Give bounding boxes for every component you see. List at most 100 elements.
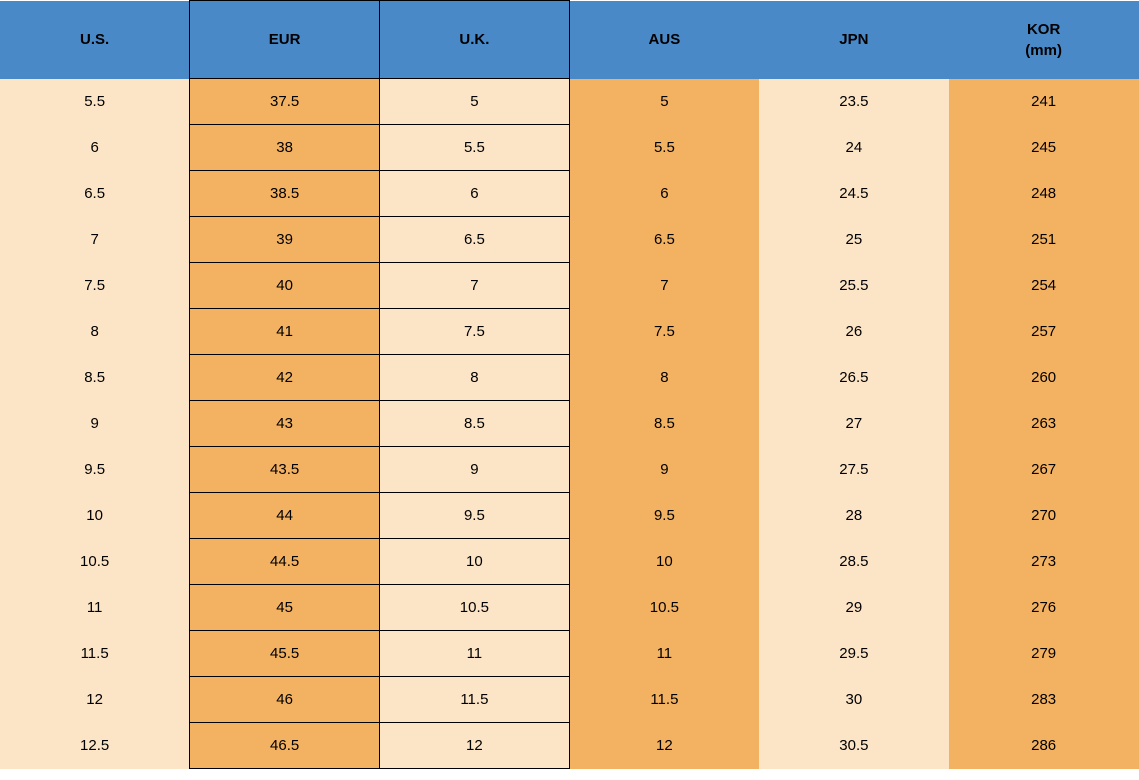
cell: 11 xyxy=(0,585,190,631)
table-row: 6.538.56624.5248 xyxy=(0,171,1139,217)
cell: 11.5 xyxy=(0,631,190,677)
cell: 12 xyxy=(569,723,759,769)
cell: 7.5 xyxy=(0,263,190,309)
table-row: 9438.58.527263 xyxy=(0,401,1139,447)
table-row: 7396.56.525251 xyxy=(0,217,1139,263)
cell: 8.5 xyxy=(0,355,190,401)
cell: 260 xyxy=(949,355,1139,401)
cell: 8 xyxy=(0,309,190,355)
table-row: 7.5407725.5254 xyxy=(0,263,1139,309)
cell: 9.5 xyxy=(569,493,759,539)
cell: 44.5 xyxy=(190,539,380,585)
cell: 40 xyxy=(190,263,380,309)
table-row: 6385.55.524245 xyxy=(0,125,1139,171)
cell: 38 xyxy=(190,125,380,171)
cell: 254 xyxy=(949,263,1139,309)
cell: 25 xyxy=(759,217,949,263)
cell: 276 xyxy=(949,585,1139,631)
cell: 29 xyxy=(759,585,949,631)
cell: 251 xyxy=(949,217,1139,263)
cell: 28 xyxy=(759,493,949,539)
cell: 11.5 xyxy=(380,677,570,723)
col-header-eur: EUR xyxy=(190,1,380,79)
cell: 45.5 xyxy=(190,631,380,677)
cell: 7.5 xyxy=(569,309,759,355)
cell: 10.5 xyxy=(380,585,570,631)
table-row: 12.546.5121230.5286 xyxy=(0,723,1139,769)
cell: 248 xyxy=(949,171,1139,217)
cell: 9.5 xyxy=(0,447,190,493)
cell: 6.5 xyxy=(0,171,190,217)
table-row: 8417.57.526257 xyxy=(0,309,1139,355)
cell: 39 xyxy=(190,217,380,263)
cell: 41 xyxy=(190,309,380,355)
table-row: 11.545.5111129.5279 xyxy=(0,631,1139,677)
cell: 5.5 xyxy=(0,79,190,125)
cell: 241 xyxy=(949,79,1139,125)
cell: 46.5 xyxy=(190,723,380,769)
cell: 23.5 xyxy=(759,79,949,125)
cell: 9.5 xyxy=(380,493,570,539)
table-body: 5.537.55523.52416385.55.5242456.538.5662… xyxy=(0,79,1139,769)
cell: 9 xyxy=(0,401,190,447)
table-row: 8.5428826.5260 xyxy=(0,355,1139,401)
cell: 24.5 xyxy=(759,171,949,217)
cell: 270 xyxy=(949,493,1139,539)
col-header-kor: KOR(mm) xyxy=(949,1,1139,79)
cell: 8.5 xyxy=(569,401,759,447)
header-row: U.S. EUR U.K. AUS JPN KOR(mm) xyxy=(0,1,1139,79)
cell: 7 xyxy=(569,263,759,309)
cell: 6 xyxy=(0,125,190,171)
cell: 42 xyxy=(190,355,380,401)
cell: 10.5 xyxy=(0,539,190,585)
cell: 273 xyxy=(949,539,1139,585)
cell: 12 xyxy=(0,677,190,723)
cell: 267 xyxy=(949,447,1139,493)
table-header: U.S. EUR U.K. AUS JPN KOR(mm) xyxy=(0,1,1139,79)
cell: 30 xyxy=(759,677,949,723)
cell: 5.5 xyxy=(569,125,759,171)
cell: 263 xyxy=(949,401,1139,447)
cell: 245 xyxy=(949,125,1139,171)
cell: 25.5 xyxy=(759,263,949,309)
cell: 29.5 xyxy=(759,631,949,677)
cell: 6.5 xyxy=(380,217,570,263)
cell: 8.5 xyxy=(380,401,570,447)
cell: 26.5 xyxy=(759,355,949,401)
col-header-jpn: JPN xyxy=(759,1,949,79)
cell: 12 xyxy=(380,723,570,769)
cell: 10 xyxy=(569,539,759,585)
cell: 6 xyxy=(569,171,759,217)
col-header-aus: AUS xyxy=(569,1,759,79)
cell: 37.5 xyxy=(190,79,380,125)
cell: 10 xyxy=(0,493,190,539)
cell: 11 xyxy=(380,631,570,677)
cell: 43.5 xyxy=(190,447,380,493)
cell: 5 xyxy=(380,79,570,125)
cell: 27.5 xyxy=(759,447,949,493)
cell: 11 xyxy=(569,631,759,677)
cell: 46 xyxy=(190,677,380,723)
cell: 10.5 xyxy=(569,585,759,631)
cell: 283 xyxy=(949,677,1139,723)
cell: 8 xyxy=(380,355,570,401)
cell: 286 xyxy=(949,723,1139,769)
table-row: 9.543.59927.5267 xyxy=(0,447,1139,493)
table-row: 10.544.5101028.5273 xyxy=(0,539,1139,585)
cell: 43 xyxy=(190,401,380,447)
size-chart-container: U.S. EUR U.K. AUS JPN KOR(mm) 5.537.5552… xyxy=(0,0,1139,769)
cell: 27 xyxy=(759,401,949,447)
size-chart-table: U.S. EUR U.K. AUS JPN KOR(mm) 5.537.5552… xyxy=(0,0,1139,769)
col-header-uk: U.K. xyxy=(380,1,570,79)
cell: 5.5 xyxy=(380,125,570,171)
cell: 279 xyxy=(949,631,1139,677)
table-row: 124611.511.530283 xyxy=(0,677,1139,723)
cell: 38.5 xyxy=(190,171,380,217)
cell: 30.5 xyxy=(759,723,949,769)
table-row: 5.537.55523.5241 xyxy=(0,79,1139,125)
cell: 44 xyxy=(190,493,380,539)
cell: 26 xyxy=(759,309,949,355)
col-header-us: U.S. xyxy=(0,1,190,79)
cell: 28.5 xyxy=(759,539,949,585)
cell: 11.5 xyxy=(569,677,759,723)
